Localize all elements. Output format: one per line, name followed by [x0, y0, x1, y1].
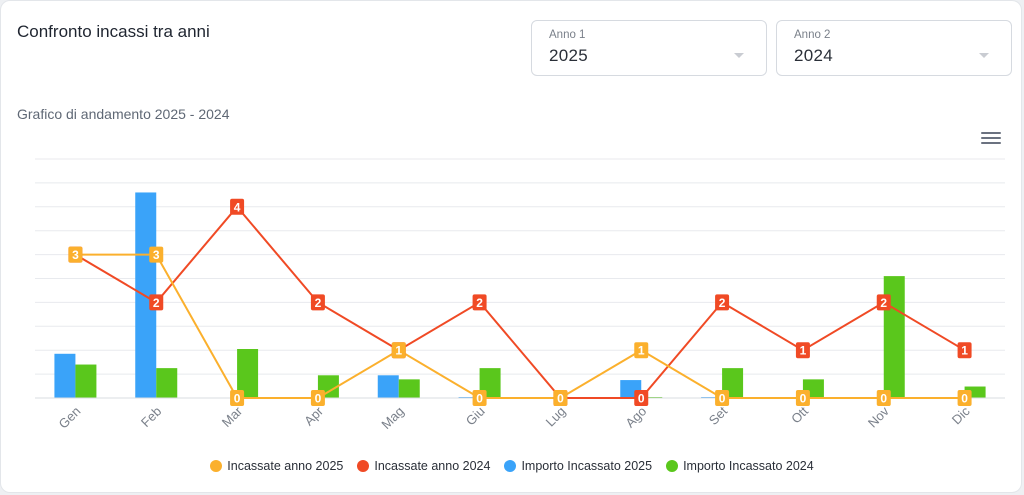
x-tick-label: Lug — [543, 404, 569, 430]
legend-item[interactable]: Importo Incassato 2025 — [504, 459, 652, 473]
series-line — [75, 253, 965, 399]
series-line — [74, 205, 966, 399]
chart-legend: Incassate anno 2025 Incassate anno 2024 Im… — [1, 459, 1023, 473]
year-1-select[interactable]: Anno 1 2025 — [531, 20, 767, 76]
x-tick-label: Giu — [463, 404, 488, 429]
data-label-box — [715, 294, 730, 311]
card-title: Confronto incassi tra anni — [17, 22, 210, 41]
data-label-box — [149, 246, 164, 263]
x-tick-label: Feb — [138, 404, 164, 430]
data-label: 0 — [719, 392, 726, 406]
bar — [377, 375, 399, 398]
legend-item[interactable]: Incassate anno 2024 — [357, 459, 490, 473]
data-label: 1 — [961, 344, 968, 358]
data-label: 0 — [800, 392, 807, 406]
data-label-box — [310, 294, 325, 311]
data-label: 0 — [961, 392, 968, 406]
data-label-box — [68, 246, 83, 263]
data-label: 1 — [800, 344, 807, 358]
year-2-select-value: 2024 — [794, 46, 834, 65]
legend-dot-icon — [210, 460, 223, 472]
data-label-box — [230, 198, 245, 215]
legend-label: Incassate anno 2025 — [227, 459, 344, 473]
chevron-down-icon — [734, 53, 744, 58]
legend-label: Importo Incassato 2024 — [683, 459, 814, 473]
bar — [54, 353, 76, 398]
data-label: 4 — [234, 200, 241, 214]
data-label: 0 — [315, 392, 322, 406]
data-label-box — [230, 390, 245, 406]
data-label-box — [634, 342, 649, 359]
data-label: 2 — [476, 296, 483, 310]
x-tick-label: Dic — [949, 403, 973, 427]
x-tick-label: Apr — [301, 403, 326, 428]
year-2-select[interactable]: Anno 2 2024 — [776, 20, 1012, 76]
bar — [883, 276, 905, 398]
bar — [156, 368, 178, 398]
legend-item[interactable]: Incassate anno 2025 — [210, 459, 343, 473]
bar — [237, 349, 259, 398]
data-label: 0 — [234, 392, 241, 406]
data-label: 2 — [153, 296, 160, 310]
data-label-box — [715, 390, 730, 406]
data-label-box — [472, 390, 487, 406]
x-tick-label: Set — [706, 403, 731, 428]
data-label: 0 — [880, 392, 887, 406]
data-label: 0 — [638, 392, 645, 406]
bar — [75, 364, 97, 398]
year-2-select-label: Anno 2 — [794, 29, 831, 41]
data-label: 1 — [638, 344, 645, 358]
data-label-box — [391, 342, 406, 359]
data-label-box — [553, 390, 568, 406]
bar — [398, 379, 420, 398]
data-label-box — [149, 294, 164, 311]
year-1-select-label: Anno 1 — [549, 29, 586, 41]
data-label: 3 — [72, 248, 79, 262]
hamburger-menu-icon[interactable] — [981, 132, 1001, 148]
data-label-box — [795, 390, 810, 406]
data-label-box — [472, 294, 487, 311]
chart-subtitle: Grafico di andamento 2025 - 2024 — [17, 106, 230, 122]
x-tick-label: Gen — [56, 404, 84, 432]
legend-dot-icon — [357, 460, 370, 472]
x-tick-label: Ago — [622, 404, 649, 431]
x-tick-label: Nov — [865, 403, 892, 430]
data-label: 3 — [153, 248, 160, 262]
data-label-box — [957, 342, 972, 359]
year-1-select-value: 2025 — [549, 46, 589, 65]
legend-label: Incassate anno 2024 — [374, 459, 491, 473]
data-label-box — [634, 390, 649, 406]
data-label: 2 — [719, 296, 726, 310]
data-label: 0 — [476, 392, 483, 406]
data-label: 2 — [315, 296, 322, 310]
data-label-box — [310, 390, 325, 406]
legend-label: Importo Incassato 2025 — [521, 459, 653, 473]
data-label-box — [957, 390, 972, 406]
legend-dot-icon — [504, 460, 517, 472]
data-label: 2 — [880, 296, 887, 310]
x-tick-label: Mar — [219, 403, 246, 430]
data-label: 1 — [395, 344, 402, 358]
data-label-box — [795, 342, 810, 359]
legend-item[interactable]: Importo Incassato 2024 — [666, 459, 814, 473]
bar — [964, 386, 986, 398]
chevron-down-icon — [979, 53, 989, 58]
chart-svg: 324212002121330010010000GenFebMarAprMagG… — [35, 158, 1005, 432]
data-label: 0 — [557, 392, 564, 406]
legend-dot-icon — [666, 460, 679, 472]
data-label-box — [876, 390, 891, 406]
x-tick-label: Ott — [788, 403, 811, 426]
x-tick-label: Mag — [378, 404, 406, 432]
data-label-box — [876, 294, 891, 311]
